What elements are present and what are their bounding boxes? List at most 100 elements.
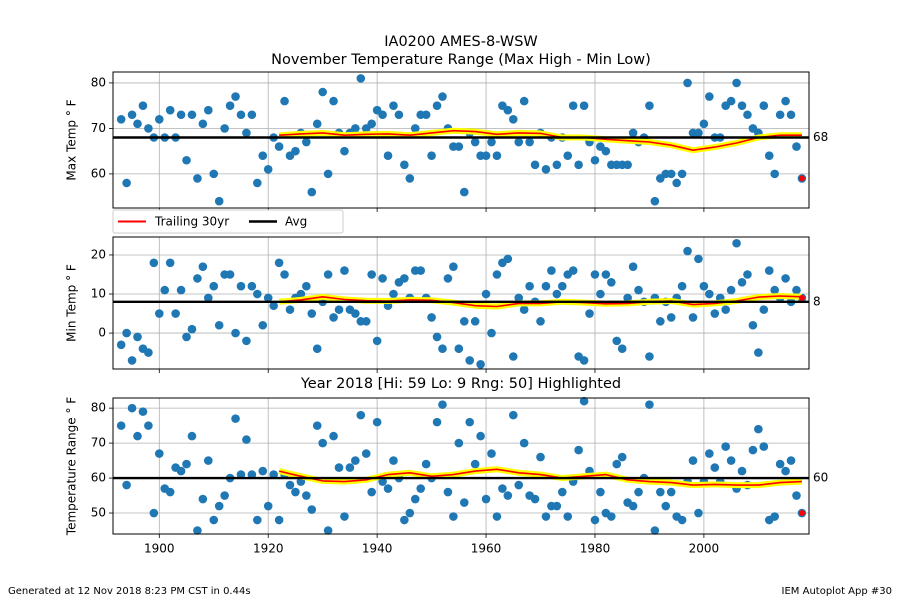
data-point: [656, 487, 665, 497]
data-point: [541, 281, 551, 291]
data-point: [694, 128, 703, 138]
data-point: [198, 262, 208, 271]
data-point: [198, 119, 208, 129]
data-point: [694, 254, 703, 264]
data-point: [601, 270, 611, 279]
data-point: [394, 110, 404, 120]
data-point: [307, 187, 317, 197]
data-point: [416, 266, 425, 275]
trail-line: [279, 129, 802, 151]
data-point: [645, 352, 654, 361]
data-point: [596, 487, 605, 497]
data-point: [634, 487, 643, 497]
data-point: [726, 285, 736, 295]
data-point: [792, 491, 801, 500]
data-point: [323, 526, 333, 535]
data-point: [122, 480, 131, 490]
data-point: [187, 110, 197, 120]
data-point: [737, 278, 747, 287]
data-point: [133, 119, 142, 129]
data-point: [557, 487, 567, 497]
data-point: [650, 196, 660, 206]
data-point: [312, 421, 322, 430]
data-point: [688, 313, 698, 322]
data-point: [552, 160, 562, 170]
data-point: [220, 491, 229, 500]
data-point: [617, 344, 627, 353]
data-point: [165, 105, 175, 115]
data-point: [361, 449, 371, 458]
data-point: [579, 356, 589, 365]
legend-box: [112, 209, 344, 234]
data-point: [514, 137, 524, 147]
data-point: [786, 110, 796, 120]
data-point: [710, 463, 720, 472]
data-point: [781, 466, 790, 476]
data-point: [498, 484, 507, 493]
y-tick-label: 50: [91, 506, 106, 520]
data-point: [280, 270, 289, 279]
data-point: [176, 110, 186, 120]
data-point: [372, 336, 382, 346]
data-point: [743, 110, 752, 120]
data-point: [721, 442, 730, 451]
data-point: [122, 178, 131, 188]
trail-line: [278, 468, 802, 486]
data-point: [459, 498, 469, 507]
data-point: [258, 466, 268, 476]
data-point: [209, 515, 219, 525]
data-point: [340, 512, 349, 521]
data-point: [307, 505, 317, 514]
data-point: [726, 456, 736, 465]
data-point: [601, 146, 611, 156]
data-point: [443, 487, 453, 497]
data-point: [759, 442, 769, 451]
data-point: [666, 487, 676, 497]
x-tick-label: 1900: [144, 542, 175, 556]
data-point: [367, 487, 376, 497]
data-point: [133, 431, 142, 441]
data-point: [209, 281, 219, 291]
data-point: [214, 196, 224, 206]
data-point: [705, 289, 714, 299]
data-point: [645, 400, 654, 409]
data-point: [650, 526, 660, 535]
data-point: [231, 414, 240, 423]
data-point: [291, 146, 300, 156]
data-point: [127, 110, 137, 120]
data-point: [182, 332, 191, 342]
data-point: [263, 501, 273, 511]
data-point: [225, 101, 235, 110]
data-point: [247, 281, 257, 291]
y-axis-label: Min Temp ° F: [65, 264, 79, 342]
data-point: [514, 293, 524, 303]
data-point: [710, 309, 720, 318]
data-point: [340, 146, 349, 156]
data-point: [454, 142, 464, 151]
data-point: [459, 317, 469, 326]
data-point: [677, 169, 687, 179]
data-point: [732, 238, 741, 248]
data-point: [116, 115, 126, 124]
data-point: [454, 438, 464, 448]
data-point: [323, 270, 333, 279]
data-point: [547, 266, 556, 275]
data-point: [269, 470, 278, 479]
data-point: [427, 313, 436, 322]
data-point: [492, 512, 502, 521]
data-point: [699, 119, 709, 129]
data-point: [280, 96, 289, 106]
data-point: [470, 317, 480, 326]
highlight-point: [798, 294, 805, 301]
plot-frame: [112, 71, 810, 209]
data-point: [307, 309, 317, 318]
data-point: [525, 281, 534, 291]
data-point: [171, 309, 180, 318]
data-point: [285, 305, 295, 314]
y-axis-label: Temperature Range ° F: [65, 397, 79, 536]
data-point: [242, 128, 251, 138]
data-point: [389, 456, 398, 465]
data-point: [628, 262, 638, 271]
y-tick-label: 0: [98, 326, 106, 340]
data-point: [204, 105, 213, 115]
